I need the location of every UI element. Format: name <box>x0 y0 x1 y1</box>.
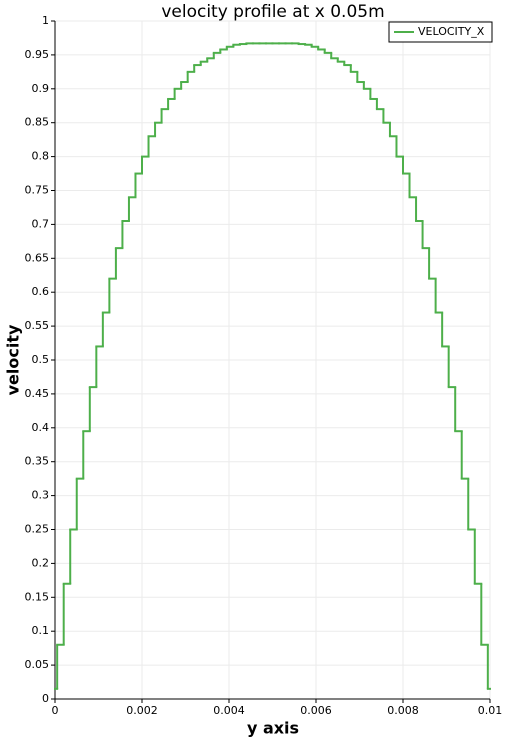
chart-title: velocity profile at x 0.05m <box>161 2 384 22</box>
y-tick-label: 0.85 <box>25 116 50 129</box>
y-axis-label: velocity <box>4 324 23 395</box>
y-tick-label: 0.95 <box>25 48 50 61</box>
x-tick-label: 0.006 <box>300 704 332 717</box>
y-tick-label: 0.3 <box>32 489 50 502</box>
y-tick-label: 0.5 <box>32 353 50 366</box>
x-tick-label: 0.002 <box>126 704 158 717</box>
y-tick-label: 0.7 <box>32 217 50 230</box>
y-tick-label: 0.2 <box>32 556 50 569</box>
x-tick-label: 0.008 <box>387 704 419 717</box>
y-tick-label: 0 <box>42 692 49 705</box>
y-tick-label: 1 <box>42 14 49 27</box>
y-tick-label: 0.25 <box>25 523 50 536</box>
y-tick-label: 0.6 <box>32 285 50 298</box>
y-tick-label: 0.45 <box>25 387 50 400</box>
y-tick-label: 0.35 <box>25 455 50 468</box>
legend-label: VELOCITY_X <box>418 25 485 38</box>
y-tick-label: 0.55 <box>25 319 50 332</box>
y-tick-label: 0.15 <box>25 590 50 603</box>
y-tick-label: 0.4 <box>32 421 50 434</box>
y-tick-label: 0.75 <box>25 184 50 197</box>
x-tick-label: 0 <box>52 704 59 717</box>
y-tick-label: 0.05 <box>25 658 50 671</box>
y-tick-label: 0.65 <box>25 251 50 264</box>
legend-box <box>388 21 493 43</box>
x-axis-label: y axis <box>247 719 299 738</box>
x-tick-label: 0.01 <box>478 704 503 717</box>
y-tick-label: 0.8 <box>32 150 50 163</box>
x-tick-label: 0.004 <box>213 704 245 717</box>
y-tick-label: 0.9 <box>32 82 50 95</box>
y-tick-label: 0.1 <box>32 624 50 637</box>
